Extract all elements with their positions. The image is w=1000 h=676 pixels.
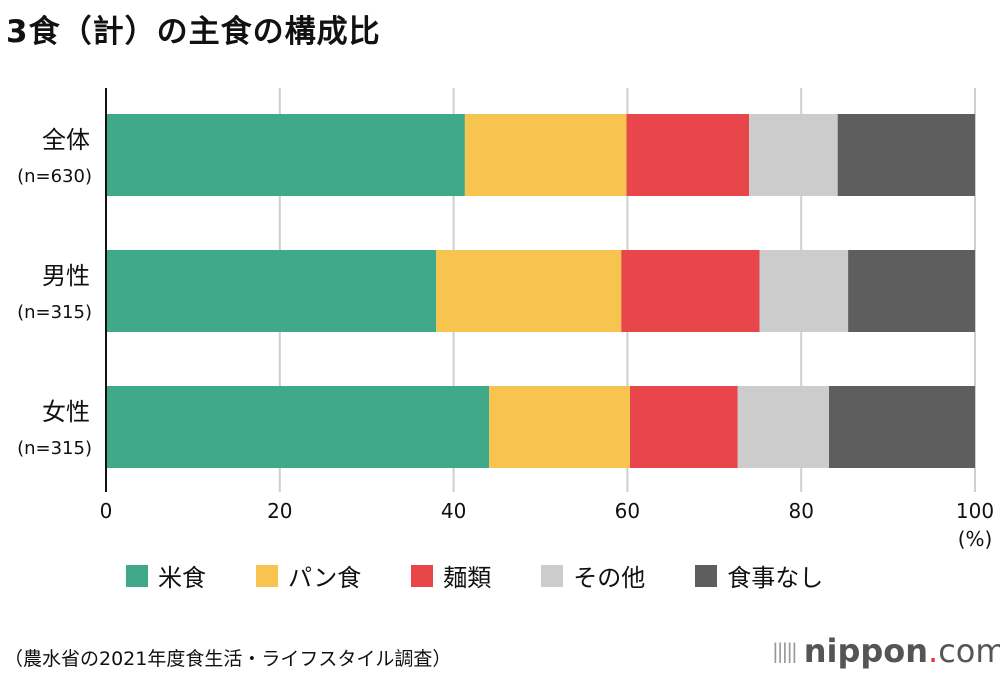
legend-item: 麺類 [411,558,491,593]
legend-label: 麺類 [443,564,492,592]
bar-segment-その他 [737,386,830,468]
bar-segment-米食 [106,250,437,332]
legend-label: 米食 [158,564,206,592]
bar-segment-食事なし [837,114,975,196]
legend-item: その他 [541,558,645,593]
legend-item: 米食 [126,558,206,593]
legend-swatch [256,564,278,587]
legend: 米食 パン食 麺類 その他 食事なし [126,558,873,593]
category-n-label: (n=315) [17,438,92,459]
x-tick-label: 20 [267,499,292,523]
x-unit-label: (%) [958,527,993,551]
legend-label: その他 [573,564,646,592]
x-tick-label: 40 [441,499,466,523]
bar-segment-麺類 [630,386,738,468]
category-n-label: (n=630) [17,166,92,187]
legend-label: パン食 [288,564,362,592]
category-label: 男性 [42,262,90,290]
legend-label: 食事なし [727,564,824,592]
x-tick-label: 0 [100,499,113,523]
bar-segment-米食 [106,386,490,468]
x-tick-label: 80 [788,499,813,523]
category-label: 全体 [42,126,90,154]
bar-segment-食事なし [848,250,975,332]
legend-item: パン食 [256,558,361,593]
bar-segment-食事なし [829,386,975,468]
category-n-label: (n=315) [17,302,92,323]
chart-title: 3食（計）の主食の構成比 [6,14,381,50]
legend-swatch [411,564,434,587]
source-note: （農水省の2021年度食生活・ライフスタイル調査） [4,648,452,670]
bar-segment-麺類 [626,114,750,196]
bar-segment-パン食 [436,250,622,332]
category-label: 女性 [42,398,90,426]
bar-segment-パン食 [464,114,627,196]
legend-swatch [695,564,718,587]
logo-mark-icon: ||||| [772,639,798,663]
bar-segment-麺類 [621,250,760,332]
bar-segment-パン食 [489,386,631,468]
legend-swatch [541,564,564,587]
bar-segment-その他 [749,114,838,196]
x-tick-label: 60 [615,499,640,523]
legend-item: 食事なし [695,558,823,593]
x-tick-label: 100 [956,499,994,523]
bar-segment-米食 [106,114,465,196]
bar-segment-その他 [759,250,849,332]
nippon-logo: ||||| nippon.com [772,632,1000,670]
legend-swatch [126,564,148,587]
